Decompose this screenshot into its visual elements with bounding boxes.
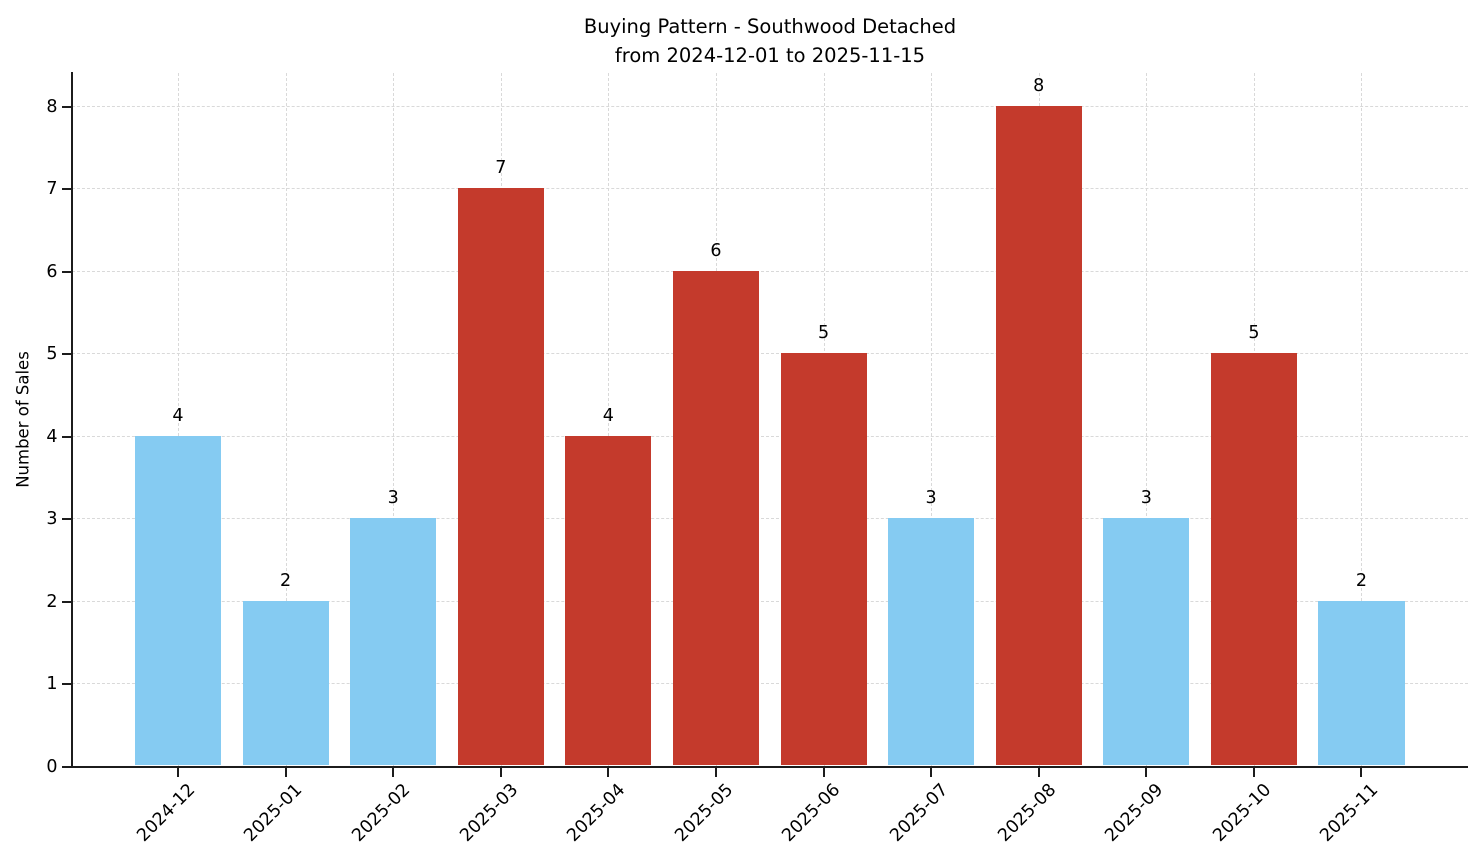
x-tick-label: 2025-11	[1316, 779, 1383, 846]
x-tick-mark	[714, 767, 717, 777]
gridline-vertical	[393, 73, 395, 766]
bar-2025-03	[457, 188, 544, 766]
x-tick-label: 2025-06	[778, 779, 845, 846]
x-tick-mark	[1145, 767, 1148, 777]
bar-value-label: 2	[280, 570, 292, 591]
bar-2025-08	[995, 105, 1082, 766]
gridline-horizontal	[71, 600, 1468, 602]
bar-2025-04	[565, 435, 652, 766]
bar-2025-11	[1318, 600, 1405, 766]
bar-value-label: 4	[172, 405, 184, 426]
y-tick-label: 2	[46, 591, 58, 612]
x-tick-label: 2025-04	[563, 779, 630, 846]
bar-value-label: 5	[1248, 323, 1260, 344]
x-tick-mark	[1360, 767, 1363, 777]
y-tick-label: 3	[46, 509, 58, 530]
gridline-horizontal	[71, 353, 1468, 355]
bar-2025-02	[350, 518, 437, 766]
gridline-vertical	[178, 73, 179, 766]
bar-value-label: 3	[387, 488, 399, 509]
gridline-vertical	[1361, 73, 1363, 766]
x-tick-mark	[607, 767, 610, 777]
x-tick-label: 2025-01	[240, 779, 307, 846]
x-tick-label: 2025-03	[456, 779, 522, 846]
bar-value-label: 7	[495, 158, 507, 179]
y-tick-mark	[61, 270, 71, 273]
y-tick-mark	[61, 765, 71, 768]
gridline-vertical	[285, 73, 287, 766]
y-tick-label: 1	[46, 674, 58, 695]
gridline-horizontal	[71, 105, 1468, 107]
gridline-vertical	[931, 73, 933, 766]
bar-2025-01	[242, 600, 329, 766]
x-tick-label: 2025-05	[671, 779, 738, 846]
bar-value-label: 3	[1140, 488, 1152, 509]
y-tick-mark	[61, 188, 71, 191]
gridline-horizontal	[71, 188, 1468, 190]
bar-2025-10	[1210, 353, 1297, 766]
bar-value-label: 3	[925, 488, 937, 509]
x-tick-label: 2025-10	[1209, 779, 1276, 846]
x-tick-label: 2025-07	[886, 779, 953, 846]
bar-value-label: 2	[1355, 570, 1368, 591]
x-tick-label: 2025-02	[348, 779, 415, 846]
gridline-horizontal	[71, 435, 1468, 437]
y-tick-label: 5	[46, 344, 58, 365]
y-tick-label: 7	[46, 179, 58, 200]
x-tick-mark	[392, 767, 395, 777]
x-axis-spine	[70, 765, 1468, 768]
bar-value-label: 6	[710, 240, 722, 261]
y-tick-mark	[61, 518, 71, 521]
y-tick-mark	[61, 683, 71, 686]
bar-2025-09	[1103, 518, 1190, 766]
x-tick-mark	[822, 767, 825, 777]
y-tick-mark	[61, 600, 71, 603]
bar-value-label: 5	[817, 323, 830, 344]
chart-title-line2: from 2024-12-01 to 2025-11-15	[614, 44, 926, 67]
y-tick-label: 6	[46, 261, 58, 282]
y-tick-mark	[61, 435, 71, 438]
y-tick-label: 4	[46, 426, 58, 447]
y-tick-mark	[61, 105, 71, 108]
gridline-horizontal	[71, 518, 1468, 520]
chart-title-line1: Buying Pattern - Southwood Detached	[583, 15, 957, 38]
x-tick-mark	[499, 767, 502, 777]
gridline-vertical	[608, 73, 610, 766]
x-tick-mark	[284, 767, 287, 777]
x-tick-mark	[177, 767, 179, 777]
x-tick-label: 2025-09	[1101, 779, 1168, 846]
x-tick-mark	[1252, 767, 1255, 777]
bar-value-label: 8	[1033, 75, 1045, 96]
x-tick-mark	[1037, 767, 1040, 777]
y-tick-mark	[61, 353, 71, 356]
bar-2025-07	[888, 518, 975, 766]
bar-2025-06	[780, 353, 867, 766]
gridline-horizontal	[71, 683, 1468, 685]
bar-2025-05	[672, 270, 759, 766]
gridline-vertical	[1146, 73, 1148, 766]
bar-value-label: 4	[602, 405, 614, 426]
gridline-horizontal	[71, 270, 1468, 272]
x-tick-label: 2024-12	[133, 779, 200, 846]
x-tick-label: 2025-08	[994, 779, 1060, 846]
y-axis-spine	[70, 72, 73, 767]
y-tick-label: 0	[46, 756, 58, 777]
chart-title: Buying Pattern - Southwood Detached from …	[72, 12, 1468, 70]
y-tick-label: 8	[46, 96, 58, 117]
x-tick-mark	[930, 767, 933, 777]
bar-2024-12	[134, 435, 222, 766]
